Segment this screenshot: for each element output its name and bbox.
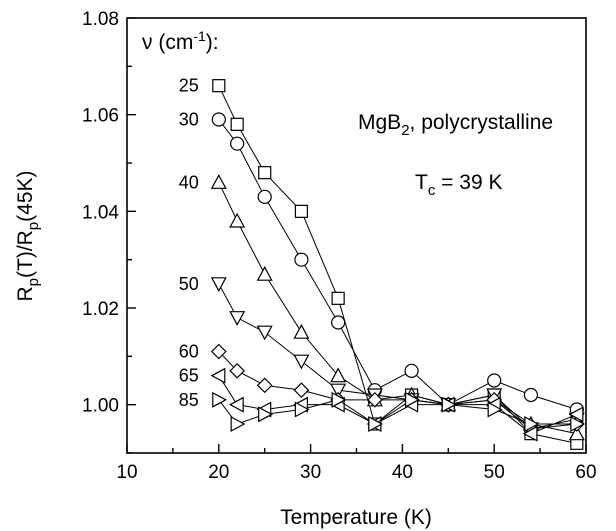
data-point-triangle-right	[230, 415, 246, 433]
legend-header: ν (cm-1):	[142, 28, 219, 54]
series-labels: 25 30 40 50 60 65 85	[179, 76, 199, 410]
series-label: 60	[179, 342, 199, 362]
series-30	[211, 112, 584, 417]
data-point-circle	[257, 189, 272, 204]
tc-annotation: Tc = 39 K	[415, 171, 502, 199]
data-point-triangle-up	[229, 212, 246, 228]
data-point-triangle-up	[330, 367, 347, 383]
series-line	[218, 85, 577, 444]
x-axis-title: Temperature (K)	[280, 506, 432, 529]
data-point-circle	[230, 136, 245, 151]
data-point-triangle-left	[228, 396, 244, 413]
data-point-triangle-up	[293, 323, 310, 339]
data-point-triangle-right	[487, 401, 503, 418]
series-line	[218, 283, 577, 430]
y-tick-label: 1.08	[82, 9, 119, 30]
data-point-triangle-down	[293, 354, 310, 370]
series-label: 85	[179, 390, 199, 410]
series-line	[218, 182, 577, 435]
series-65	[210, 367, 584, 442]
series-label: 30	[179, 110, 199, 130]
data-point-square	[212, 79, 226, 93]
data-point-triangle-right	[404, 391, 420, 408]
x-tick-label: 60	[575, 462, 596, 483]
data-point-circle	[331, 315, 346, 330]
data-point-triangle-up	[568, 425, 585, 441]
data-point-triangle-right	[368, 415, 384, 433]
series-line	[218, 119, 577, 410]
x-tick-label: 10	[116, 462, 137, 483]
data-point-triangle-down	[256, 325, 273, 341]
data-point-circle	[211, 112, 226, 127]
x-tick-label: 20	[208, 462, 229, 483]
data-point-circle	[404, 363, 419, 378]
data-point-diamond	[293, 382, 310, 399]
data-point-square	[331, 291, 345, 305]
series-line	[218, 351, 577, 430]
series-85	[212, 391, 586, 433]
data-point-circle	[487, 373, 502, 388]
data-point-triangle-right	[441, 396, 457, 413]
data-point-square	[230, 117, 244, 131]
series-layer	[210, 79, 586, 450]
x-tick-label: 40	[392, 462, 413, 483]
data-point-triangle-right	[331, 391, 347, 408]
data-point-triangle-down	[330, 383, 347, 399]
y-tick-label: 1.00	[82, 396, 119, 417]
x-tick-label: 30	[300, 462, 321, 483]
y-tick-label: 1.06	[82, 106, 119, 127]
series-label: 25	[179, 76, 199, 96]
ticks-layer: 10 20 30 40 50 60 1.00 1.02 1.04 1.06 1.08	[82, 9, 597, 483]
data-point-triangle-up	[210, 174, 227, 189]
data-point-circle	[294, 252, 309, 267]
series-label: 65	[179, 366, 199, 386]
data-point-diamond	[367, 391, 383, 408]
data-point-triangle-right	[294, 401, 310, 418]
series-label: 40	[179, 172, 199, 192]
data-point-triangle-right	[524, 415, 540, 433]
data-point-triangle-left	[568, 406, 584, 423]
data-point-square	[258, 166, 272, 180]
y-tick-label: 1.02	[82, 299, 119, 320]
data-point-triangle-right	[212, 391, 228, 408]
data-point-triangle-down	[210, 277, 227, 293]
data-point-triangle-left	[522, 425, 538, 442]
data-point-diamond	[256, 377, 273, 394]
series-label: 50	[179, 274, 199, 294]
data-point-circle	[523, 387, 539, 403]
y-axis-title: Rp(T)/Rp(45K)	[14, 170, 42, 301]
data-point-triangle-down	[229, 311, 246, 326]
data-point-diamond	[229, 362, 246, 379]
data-point-triangle-right	[258, 406, 273, 423]
data-point-triangle-left	[210, 367, 226, 384]
data-point-diamond	[210, 343, 227, 360]
data-point-triangle-up	[256, 265, 273, 281]
data-point-square	[294, 204, 309, 218]
sample-annotation: MgB2, polycrystalline	[358, 111, 553, 139]
data-point-triangle-right	[570, 415, 586, 433]
x-tick-label: 50	[484, 462, 505, 483]
y-tick-label: 1.04	[82, 202, 119, 223]
